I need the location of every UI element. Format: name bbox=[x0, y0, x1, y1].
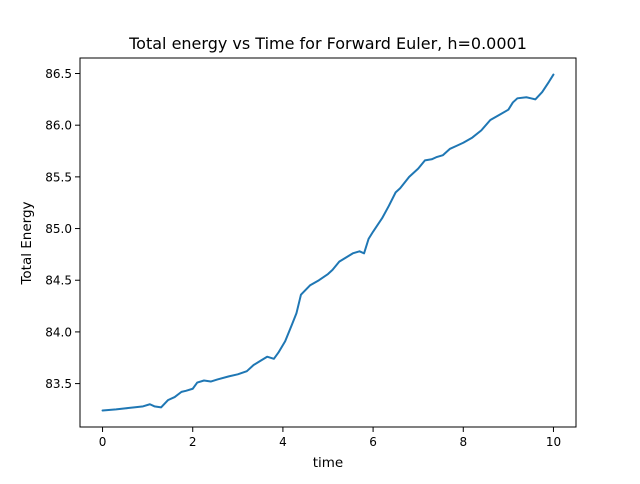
chart-title: Total energy vs Time for Forward Euler, … bbox=[128, 34, 527, 53]
y-tick-label: 85.5 bbox=[45, 170, 72, 184]
y-tick-label: 86.0 bbox=[45, 119, 72, 133]
x-tick-label: 0 bbox=[99, 435, 107, 449]
x-tick-label: 10 bbox=[546, 435, 561, 449]
y-tick-label: 84.0 bbox=[45, 325, 72, 339]
y-tick-label: 83.5 bbox=[45, 377, 72, 391]
x-tick-label: 2 bbox=[189, 435, 197, 449]
series-line bbox=[101, 73, 555, 412]
x-axis-label: time bbox=[313, 455, 344, 471]
series-group bbox=[101, 73, 555, 412]
y-axis-label: Total Energy bbox=[19, 201, 35, 285]
plot-frame bbox=[79, 57, 577, 428]
y-tick-label: 85.0 bbox=[45, 222, 72, 236]
x-tick-label: 8 bbox=[459, 435, 467, 449]
x-tick-label: 4 bbox=[279, 435, 287, 449]
axis-ticks: 0 2 4 6 8 10 83.5 84.0 84.5 85.0 85.5 86.0 86.5 bbox=[45, 67, 561, 449]
y-tick-label: 86.5 bbox=[45, 67, 72, 81]
y-tick-label: 84.5 bbox=[45, 274, 72, 288]
x-tick-label: 6 bbox=[369, 435, 377, 449]
